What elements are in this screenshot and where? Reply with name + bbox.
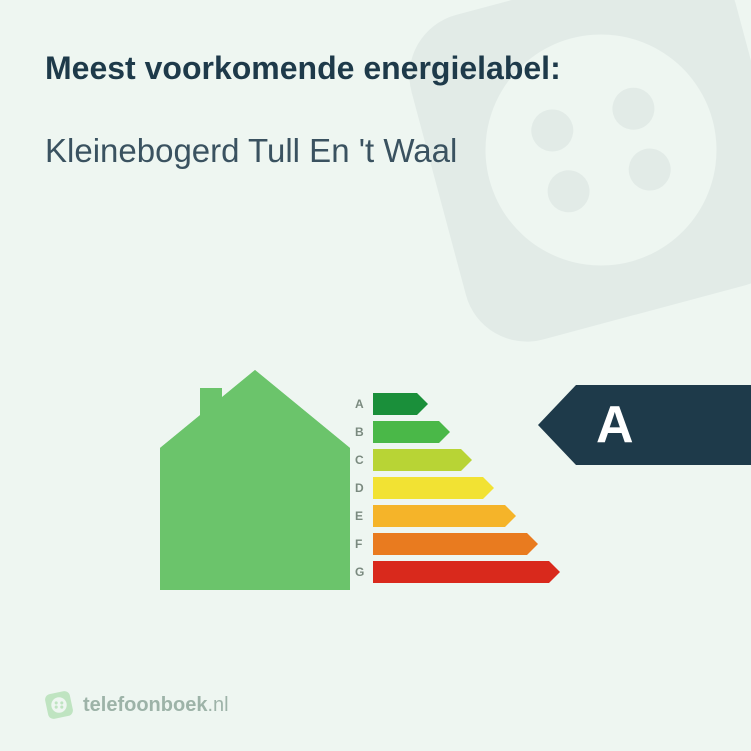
energy-bar-a: A [355,390,549,418]
energy-label-card: Meest voorkomende energielabel: Kleinebo… [0,0,751,751]
bar-arrow [373,561,549,583]
footer: telefoonboek.nl [45,691,229,719]
energy-bar-c: C [355,446,549,474]
bar-label: F [355,537,373,551]
bar-arrow [373,533,527,555]
badge-letter: A [596,395,634,455]
bar-label: A [355,397,373,411]
energy-bar-e: E [355,502,549,530]
footer-brand-tld: .nl [207,694,228,716]
bar-arrow [373,505,505,527]
badge-body: A [576,385,751,465]
bar-arrow [373,449,461,471]
house-icon [160,370,350,590]
bar-arrow [373,477,483,499]
bar-label: B [355,425,373,439]
energy-bar-b: B [355,418,549,446]
energy-bar-f: F [355,530,549,558]
energy-badge: A [538,385,751,465]
energy-diagram: ABCDEFG [160,370,560,610]
footer-logo-icon [45,691,73,719]
energy-bar-d: D [355,474,549,502]
badge-arrow-tip [538,385,576,465]
bar-label: D [355,481,373,495]
footer-brand: telefoonboek.nl [83,694,229,717]
bar-label: E [355,509,373,523]
bar-label: G [355,565,373,579]
bar-arrow [373,393,417,415]
location-name: Kleinebogerd Tull En 't Waal [45,132,706,170]
energy-bar-g: G [355,558,549,586]
bar-arrow [373,421,439,443]
energy-bars: ABCDEFG [355,390,549,586]
bar-label: C [355,453,373,467]
footer-brand-name: telefoonboek [83,694,207,716]
page-title: Meest voorkomende energielabel: [45,50,706,87]
